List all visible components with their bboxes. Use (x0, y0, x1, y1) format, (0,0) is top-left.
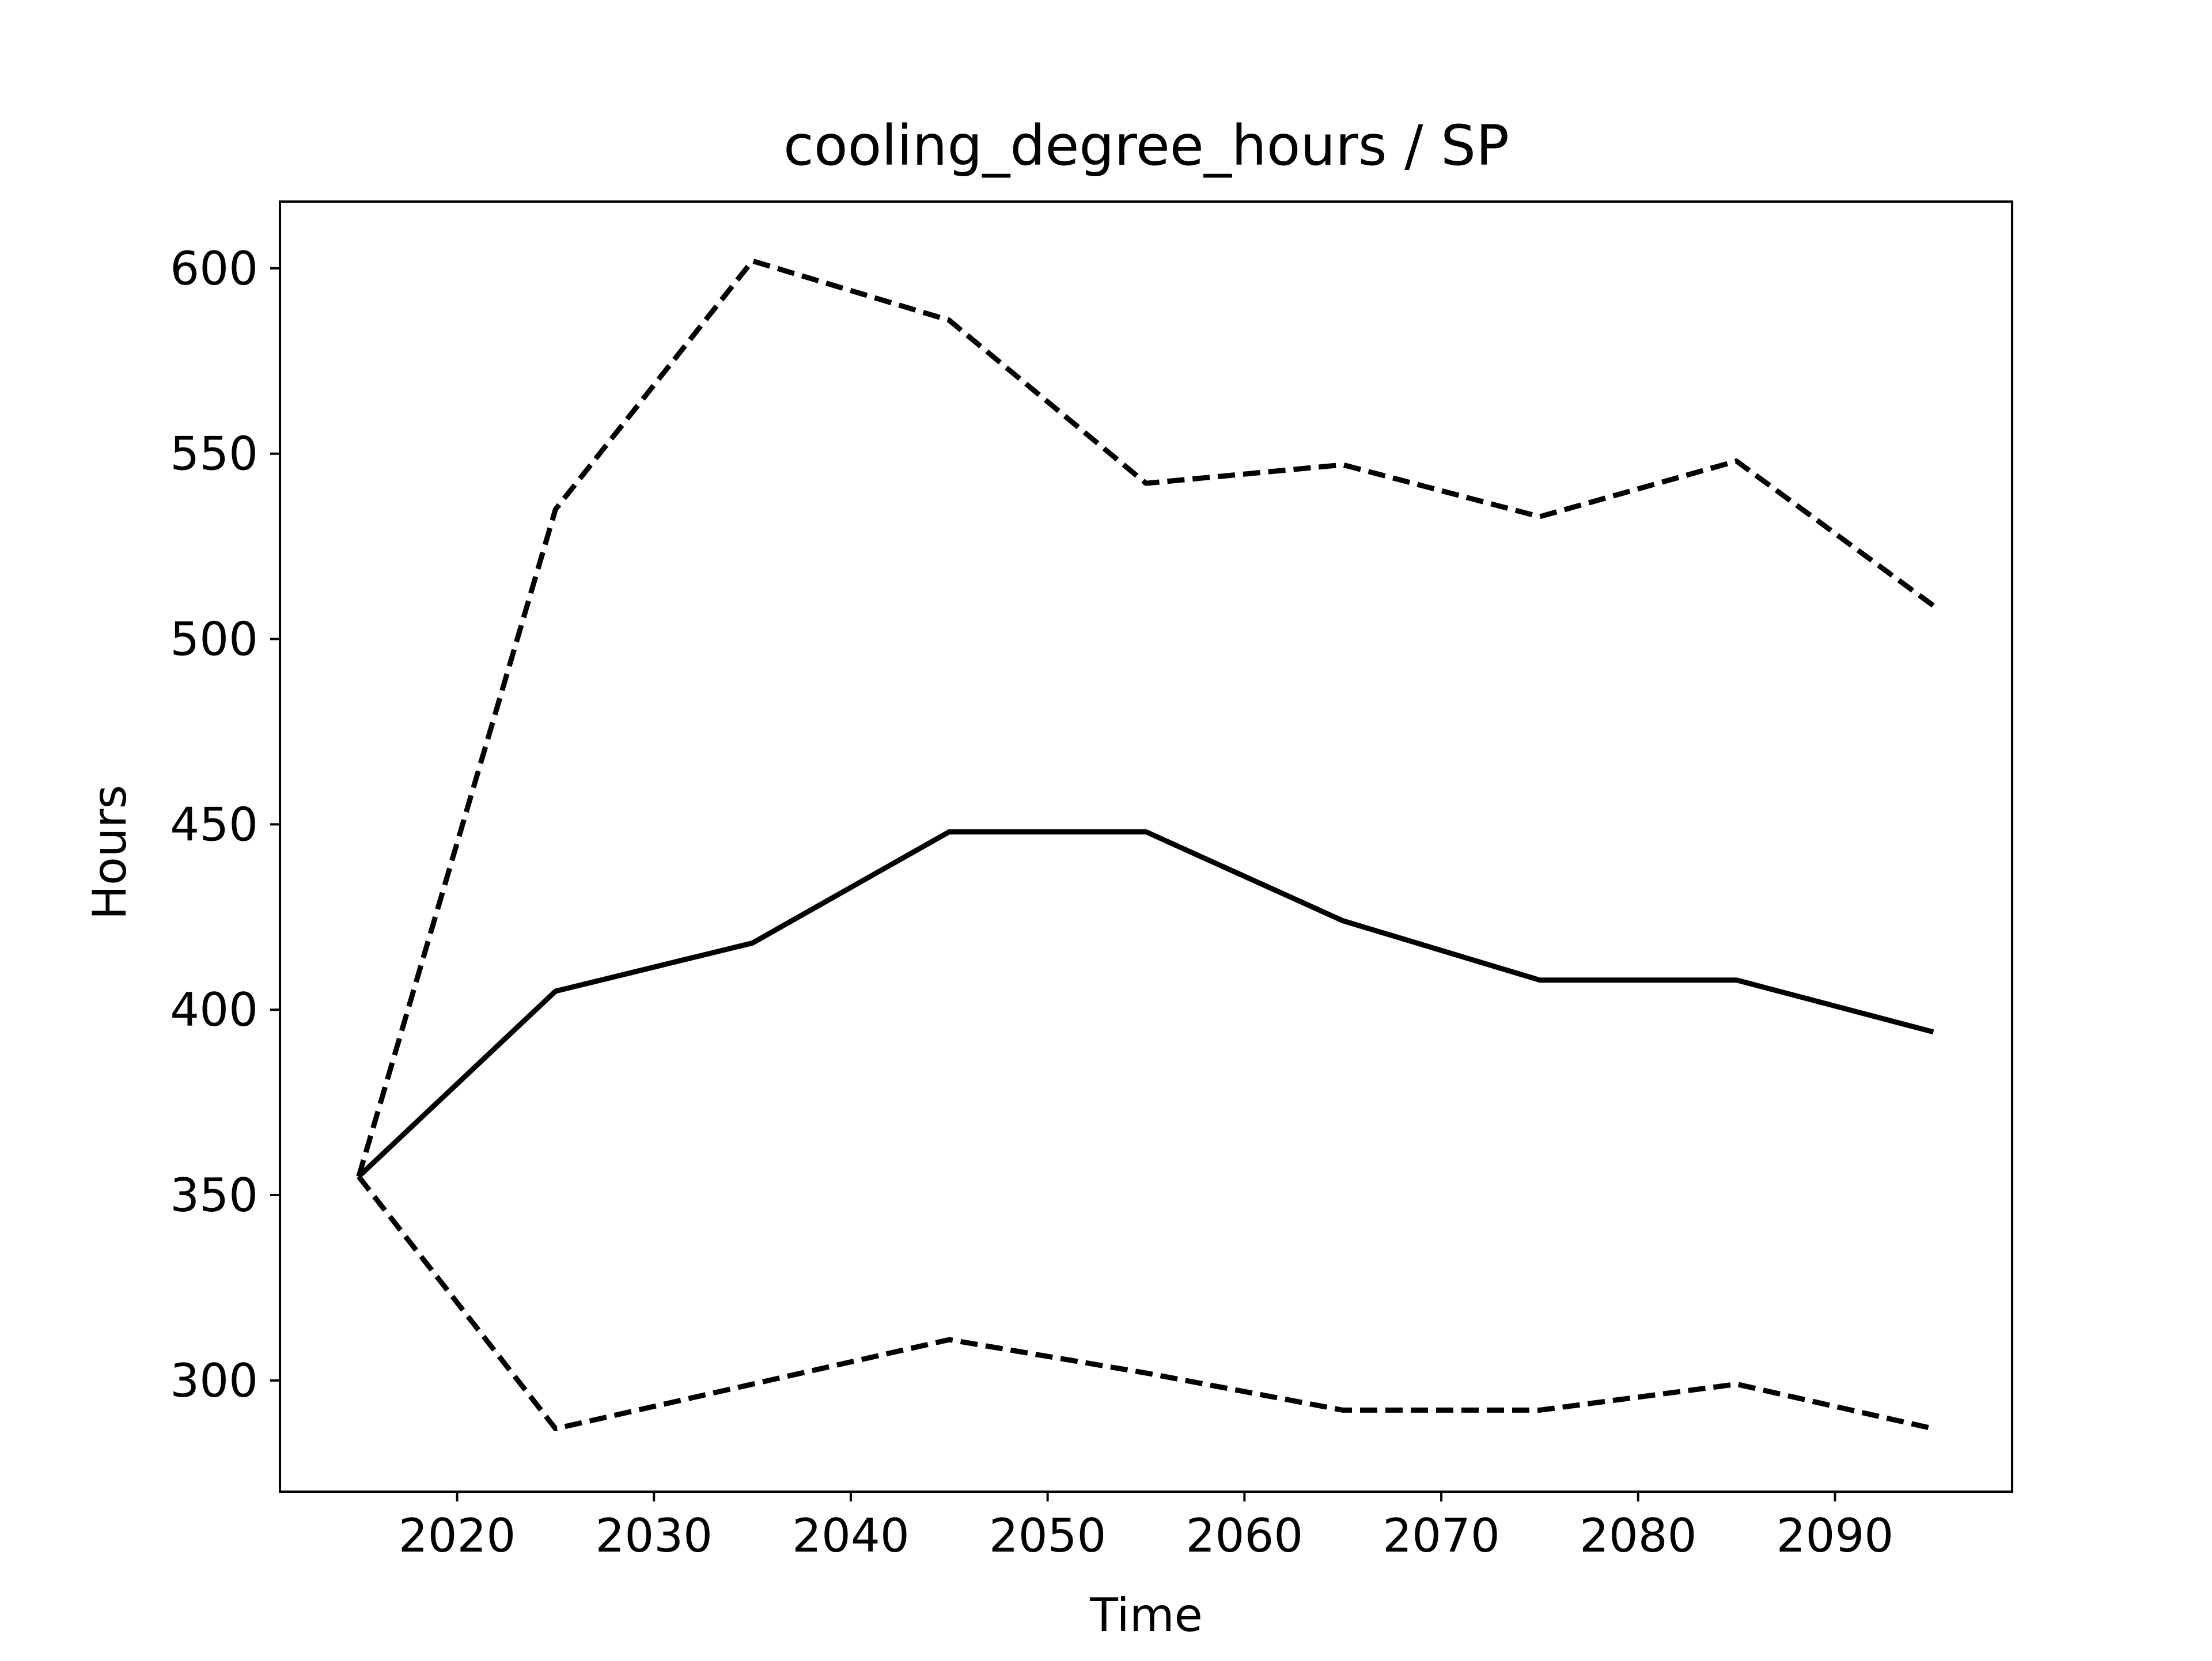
y-axis-label: Hours (83, 785, 137, 920)
series-line-2 (357, 829, 1934, 1179)
y-axis-ticks: 300 350 400 450 500 550 600 (170, 242, 280, 1408)
y-tick-label: 500 (170, 613, 258, 666)
y-tick-label: 400 (170, 983, 258, 1037)
x-axis-label: Time (1089, 1588, 1203, 1642)
x-tick-label: 2020 (399, 1509, 516, 1563)
x-tick-label: 2050 (989, 1509, 1107, 1563)
series-layer (356, 258, 1935, 1432)
y-tick-label: 350 (170, 1169, 258, 1222)
x-axis-ticks: 2020 2030 2040 2050 2060 2070 2080 2090 (399, 1492, 1894, 1563)
y-tick-label: 450 (170, 798, 258, 851)
y-tick-label: 550 (170, 427, 258, 481)
y-tick-label: 600 (170, 242, 258, 295)
series-line-1 (356, 258, 1935, 1178)
x-tick-label: 2090 (1777, 1509, 1894, 1563)
x-tick-label: 2080 (1580, 1509, 1697, 1563)
x-tick-label: 2060 (1186, 1509, 1304, 1563)
x-tick-label: 2030 (595, 1509, 713, 1563)
chart-title: cooling_degree_hours / SP (783, 113, 1509, 178)
x-tick-label: 2040 (792, 1509, 910, 1563)
y-tick-label: 300 (170, 1354, 258, 1408)
plot-area-frame (279, 200, 2013, 1493)
series-line-3 (357, 1175, 1934, 1432)
x-tick-label: 2070 (1382, 1509, 1500, 1563)
